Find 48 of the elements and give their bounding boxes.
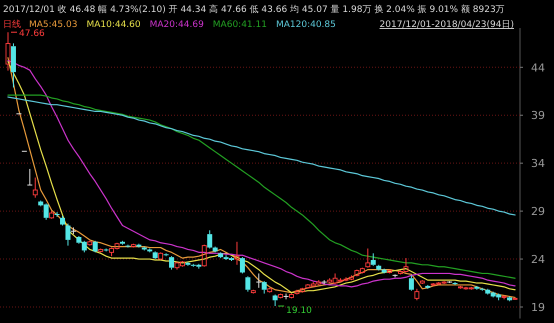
y-tick-label: 29 bbox=[531, 205, 545, 218]
y-tick-label: 34 bbox=[531, 157, 545, 170]
candlestick bbox=[6, 32, 10, 72]
candlestick bbox=[147, 248, 152, 253]
candlestick bbox=[136, 243, 142, 248]
line-series bbox=[7, 94, 516, 279]
chart-title: 2017/12/01 收 46.48 幅 4.73%(2.10) 开 44.34 高 47.66 低 43.66 均 45.07 量 1.98万 换 2.04% 振 9.01% 额 8923万 bbox=[3, 4, 505, 15]
candlestick bbox=[240, 256, 245, 274]
text: MA10:44.60 bbox=[86, 20, 141, 30]
y-tick-label: 39 bbox=[531, 109, 545, 122]
y-tick-label: 24 bbox=[531, 253, 545, 266]
candlestick bbox=[27, 168, 32, 186]
text: MA60:41.11 bbox=[212, 20, 267, 30]
candlestick bbox=[452, 282, 458, 286]
note: 19.10 bbox=[278, 306, 312, 316]
candlestick bbox=[142, 246, 147, 251]
candlestick bbox=[152, 250, 158, 260]
annotation: 19.10 bbox=[286, 306, 312, 316]
candlestick bbox=[125, 244, 130, 248]
candlestick bbox=[218, 252, 224, 259]
note: 47.66 bbox=[10, 29, 45, 40]
candlestick bbox=[185, 261, 190, 266]
y-tick-label: 19 bbox=[531, 300, 545, 314]
text: MA20:44.69 bbox=[150, 20, 204, 30]
candlestick bbox=[169, 256, 174, 270]
candlestick bbox=[425, 284, 430, 290]
candlestick bbox=[382, 268, 387, 274]
text: MA5:45.03 bbox=[29, 20, 78, 30]
candlestick bbox=[262, 280, 267, 294]
candlestick bbox=[65, 223, 70, 246]
annotation: 日线 bbox=[3, 19, 21, 30]
candlestick bbox=[207, 230, 212, 250]
candlestick bbox=[92, 240, 98, 253]
text: MA120:40.85 bbox=[276, 20, 336, 30]
annotation: 47.66 bbox=[19, 29, 46, 40]
candlestick bbox=[370, 252, 376, 266]
chart-subtitle: 2017/12/01-2018/04/23(94日) bbox=[380, 20, 514, 30]
candlestick bbox=[60, 215, 66, 226]
candlestick bbox=[272, 294, 278, 307]
candlestick bbox=[234, 241, 240, 266]
candlestick bbox=[212, 246, 218, 253]
candlestick bbox=[54, 212, 60, 218]
line-series bbox=[7, 96, 516, 216]
y-tick-label: 44 bbox=[531, 61, 545, 74]
candlestick bbox=[104, 248, 109, 252]
candlestick bbox=[245, 276, 250, 292]
candlestick bbox=[376, 264, 382, 272]
candlestick bbox=[256, 272, 262, 288]
